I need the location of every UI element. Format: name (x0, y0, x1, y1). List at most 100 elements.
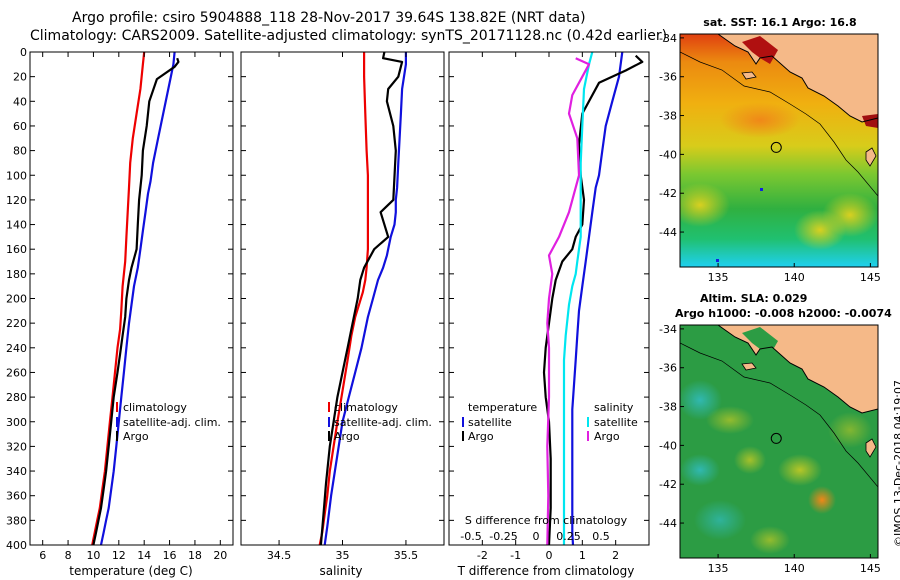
s-difference-tick-label: 0.5 (592, 530, 610, 543)
series-line-climatology (318, 52, 369, 546)
x-tick-label: 35.5 (394, 549, 419, 562)
depth-tick-label: 20 (13, 71, 27, 84)
legend-label-climatology: climatology (334, 401, 398, 414)
lon-tick-label: 135 (708, 562, 729, 575)
depth-tick-label: 120 (6, 194, 27, 207)
sst-shelf-contour (680, 51, 878, 197)
lat-tick-label: -42 (659, 187, 677, 200)
series-line-temperature-argo (542, 54, 644, 546)
lon-tick-label: 140 (784, 562, 805, 575)
series-line-argo (92, 57, 180, 546)
temperature-xlabel: temperature (deg C) (69, 564, 192, 578)
legend-label-satellite: satellite-adj. clim. (334, 416, 432, 429)
x-tick-label: 1 (579, 549, 586, 562)
lat-tick-label: -38 (659, 401, 677, 414)
sla-map-frame (679, 324, 879, 559)
lat-tick-label: -36 (659, 71, 677, 84)
lat-tick-label: -40 (659, 439, 677, 452)
sst-coastline (717, 34, 878, 123)
series-line-satellite-adj-clim- (323, 52, 407, 546)
lat-tick-label: -36 (659, 362, 677, 375)
sst-missing-pixel (760, 188, 763, 191)
sst-map-title: sat. SST: 16.1 Argo: 16.8 (703, 16, 856, 29)
s-difference-label: S difference from climatology (465, 514, 628, 527)
lat-tick-label: -44 (659, 226, 677, 239)
lon-tick-label: 135 (708, 271, 729, 284)
depth-tick-label: 240 (6, 342, 27, 355)
x-tick-label: -2 (477, 549, 488, 562)
salinity-axes-frame (240, 51, 445, 546)
x-tick-label: 10 (86, 549, 100, 562)
depth-tick-label: 360 (6, 490, 27, 503)
lat-tick-label: -40 (659, 148, 677, 161)
depth-tick-label: 80 (13, 145, 27, 158)
s-difference-tick-label: 0.25 (556, 530, 581, 543)
t-difference-xlabel: T difference from climatology (457, 564, 635, 578)
x-tick-label: 35 (336, 549, 350, 562)
series-line-temperature-satellite (571, 51, 624, 546)
lat-tick-label: -42 (659, 478, 677, 491)
depth-tick-label: 40 (13, 95, 27, 108)
lat-tick-label: -34 (659, 32, 677, 45)
x-tick-label: 34.5 (267, 549, 292, 562)
salinity-xlabel: salinity (319, 564, 362, 578)
s-difference-tick-label: 0 (533, 530, 540, 543)
x-tick-label: 12 (112, 549, 126, 562)
legend-label-s-satellite: satellite (594, 416, 638, 429)
sst-map-panel: sat. SST: 16.1 Argo: 16.8 135 140 145 -34 -… (659, 16, 881, 284)
x-tick-label: 20 (213, 549, 227, 562)
legend-label-climatology: climatology (123, 401, 187, 414)
legend-label-satellite: satellite-adj. clim. (123, 416, 221, 429)
x-tick-label: 14 (137, 549, 151, 562)
sla-tasmania (865, 438, 877, 458)
x-tick-label: 0 (546, 549, 553, 562)
legend-label-t-satellite: satellite (468, 416, 512, 429)
sla-map-subtitle: Argo h1000: -0.008 h2000: -0.0074 (675, 307, 892, 320)
sla-coastline (717, 325, 878, 414)
sst-tasmania (865, 147, 877, 167)
temperature-legend: climatology satellite-adj. clim. Argo (116, 401, 221, 443)
legend-title-temperature: temperature (468, 401, 537, 414)
depth-tick-label: 340 (6, 465, 27, 478)
depth-tick-label: 220 (6, 317, 27, 330)
s-difference-tick-label: -0.5 (460, 530, 481, 543)
depth-tick-label: 100 (6, 169, 27, 182)
legend-label-argo: Argo (334, 430, 360, 443)
depth-tick-label: 180 (6, 268, 27, 281)
legend-label-argo: Argo (123, 430, 149, 443)
depth-tick-label: 140 (6, 219, 27, 232)
depth-tick-label: 200 (6, 293, 27, 306)
legend-title-salinity: salinity (594, 401, 634, 414)
sst-hot-coast (862, 114, 878, 128)
lon-tick-label: 145 (860, 271, 881, 284)
depth-tick-label: 60 (13, 120, 27, 133)
salinity-panel: 34.5 35 35.5 salinity climatology satellit… (240, 51, 445, 578)
title-line-1: Argo profile: csiro 5904888_118 28-Nov-2… (72, 10, 586, 26)
sla-float-marker (770, 432, 782, 444)
lat-tick-label: -38 (659, 110, 677, 123)
series-line-climatology (91, 51, 146, 546)
lat-tick-label: -44 (659, 517, 677, 530)
lon-tick-label: 140 (784, 271, 805, 284)
depth-tick-label: 320 (6, 440, 27, 453)
series-line-salinity-satellite (562, 51, 594, 545)
x-tick-label: 8 (65, 549, 72, 562)
x-tick-label: 2 (612, 549, 619, 562)
sst-kangaroo-island (741, 71, 757, 80)
depth-tick-label: 400 (6, 539, 27, 552)
depth-tick-label: 280 (6, 391, 27, 404)
depth-tick-label: 380 (6, 514, 27, 527)
sla-map-title: Altim. SLA: 0.029 (700, 292, 807, 305)
depth-tick-label: 300 (6, 416, 27, 429)
sla-kangaroo-island (741, 362, 757, 371)
difference-legend: temperature satellite Argo salinity sate… (462, 401, 638, 443)
sla-field (680, 325, 878, 558)
x-tick-label: 16 (163, 549, 177, 562)
sst-map-frame (679, 33, 879, 268)
lon-tick-label: 145 (860, 562, 881, 575)
sst-float-marker (770, 141, 782, 153)
depth-tick-label: 0 (20, 46, 27, 59)
difference-panel: -2 -1 0 1 2 -0.5 -0.25 0 0.25 0.5 S difference f… (448, 51, 650, 578)
sst-field (680, 34, 878, 267)
